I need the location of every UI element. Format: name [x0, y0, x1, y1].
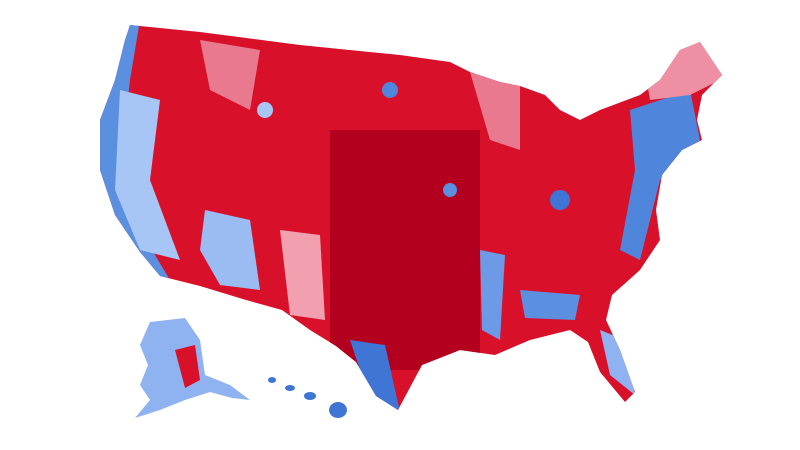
city-patch — [550, 190, 570, 210]
delta-patch — [480, 250, 505, 340]
alaska-red — [175, 345, 200, 388]
northwest-patch — [200, 40, 260, 110]
south-florida — [600, 330, 635, 395]
hawaii-island — [285, 385, 295, 391]
hawaii — [268, 377, 347, 418]
hawaii-island — [329, 402, 347, 418]
black-belt — [520, 290, 580, 320]
arizona-patch — [200, 210, 260, 290]
hawaii-island — [304, 392, 316, 400]
hawaii-island — [268, 377, 276, 383]
upper-midwest — [470, 72, 520, 150]
new-mexico-patch — [280, 230, 325, 320]
coast-inland — [115, 90, 180, 260]
northeast-corridor — [620, 90, 700, 260]
south-texas — [350, 340, 400, 410]
city-patch — [257, 102, 273, 118]
plains-region — [330, 130, 480, 370]
new-england — [640, 40, 722, 100]
city-patch — [382, 82, 398, 98]
city-patch — [443, 183, 457, 197]
